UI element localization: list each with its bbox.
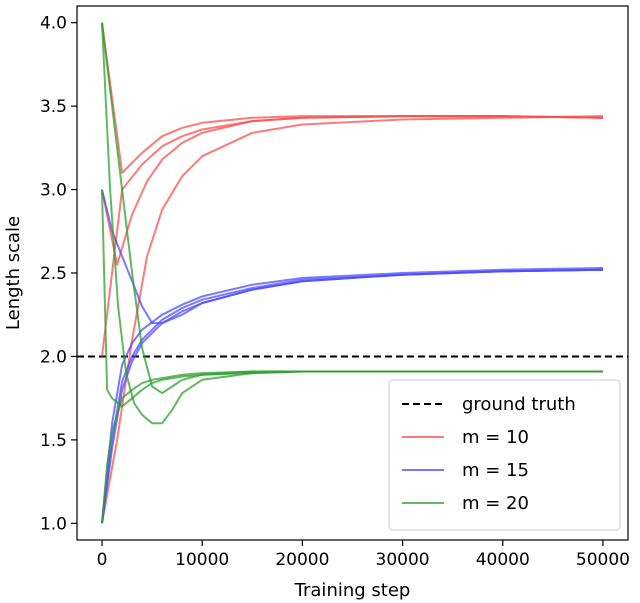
series-line-m-20-run-4 <box>101 370 603 524</box>
y-tick-label: 3.5 <box>40 97 67 117</box>
x-tick-label: 40000 <box>476 550 530 570</box>
y-tick-label: 4.0 <box>40 14 67 34</box>
y-axis-label: Length scale <box>3 216 24 330</box>
y-axis: 1.0 1.5 2.0 2.5 3.0 3.5 4.0 <box>40 14 77 534</box>
series-line-m-15-run-3 <box>101 267 604 524</box>
legend-box <box>388 379 621 531</box>
x-tick-label: 0 <box>97 550 108 570</box>
x-tick-label: 30000 <box>376 550 430 570</box>
legend-label: ground truth <box>462 394 576 415</box>
y-tick-label: 2.5 <box>40 264 67 284</box>
legend: ground truth m = 10 m = 15 m = 20 <box>388 379 621 531</box>
y-tick-label: 1.0 <box>40 514 67 534</box>
legend-label: m = 10 <box>462 427 529 448</box>
legend-label: m = 20 <box>462 493 529 514</box>
legend-label: m = 15 <box>462 460 529 481</box>
series-line-m-10-run-3 <box>101 115 604 524</box>
y-tick-label: 1.5 <box>40 431 67 451</box>
series-layer <box>101 22 604 524</box>
x-tick-label: 50000 <box>576 550 630 570</box>
x-axis: 0 10000 20000 30000 40000 50000 <box>97 540 630 570</box>
x-tick-label: 10000 <box>175 550 229 570</box>
series-line-m-15-run-4 <box>101 268 604 524</box>
series-line-m-10-run-4 <box>101 115 604 266</box>
y-tick-label: 2.0 <box>40 347 67 367</box>
x-axis-label: Training step <box>294 580 411 601</box>
y-tick-label: 3.0 <box>40 181 67 201</box>
x-tick-label: 20000 <box>275 550 329 570</box>
